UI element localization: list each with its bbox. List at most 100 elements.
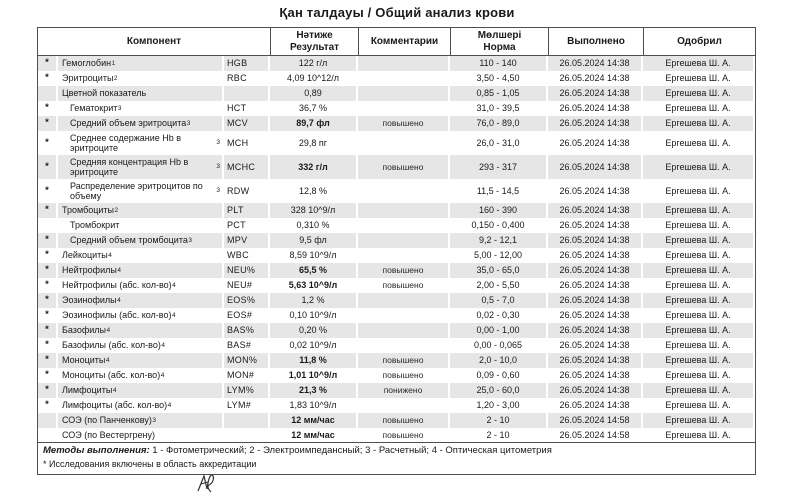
accreditation-note: * Исследования включены в область аккред… [43,459,257,469]
norm-range: 0,09 - 0,60 [450,368,546,383]
executed-datetime: 26.05.2024 14:38 [548,383,641,398]
component-name: Распределение эритроцитов по объему 3 [58,179,222,203]
accreditation-star [38,218,56,233]
header-result-line1: Нәтиже [296,30,333,41]
component-name: Нейтрофилы (абс. кол-во) 4 [58,278,222,293]
result-value: 0,310 % [270,218,356,233]
table-row: * Нейтрофилы (абс. кол-во) 4 NEU# 5,63 10… [38,278,755,293]
methods-line: Методы выполнения: 1 - Фотометрический; … [43,445,750,457]
executed-datetime: 26.05.2024 14:38 [548,338,641,353]
norm-range: 2,00 - 5,50 [450,278,546,293]
methods-label: Методы выполнения: [43,445,150,456]
result-value: 0,89 [270,86,356,101]
header-result-line2: Результат [289,41,340,53]
table-row: * Тромбоциты 2 PLT 328 10^9/л 160 - 390 2… [38,203,755,218]
component-name: Цветной показатель [58,86,222,101]
approved-by: Ергешева Ш. А. [643,398,753,413]
norm-range: 26,0 - 31,0 [450,131,546,155]
component-name: СОЭ (по Вестергрену) [58,428,222,443]
executed-datetime: 26.05.2024 14:38 [548,116,641,131]
accreditation-star [38,413,56,428]
approved-by: Ергешева Ш. А. [643,131,753,155]
executed-datetime: 26.05.2024 14:38 [548,278,641,293]
accreditation-star: * [38,233,56,248]
norm-range: 35,0 - 65,0 [450,263,546,278]
component-code: LYM% [224,383,268,398]
accreditation-star: * [38,398,56,413]
table-row: * Эозинофилы 4 EOS% 1,2 % 0,5 - 7,0 26.05… [38,293,755,308]
result-value: 65,5 % [270,263,356,278]
comment-value [358,56,448,71]
component-name: Средний объем тромбоцита 3 [58,233,222,248]
comment-value [358,203,448,218]
result-value: 12 мм/час [270,413,356,428]
methods-footnote: Методы выполнения: 1 - Фотометрический; … [37,442,756,475]
component-name: Эритроциты 2 [58,71,222,86]
comment-value [358,179,448,203]
norm-range: 76,0 - 89,0 [450,116,546,131]
executed-datetime: 26.05.2024 14:38 [548,56,641,71]
approved-by: Ергешева Ш. А. [643,233,753,248]
result-value: 29,8 пг [270,131,356,155]
component-code: MCHC [224,155,268,179]
approved-by: Ергешева Ш. А. [643,338,753,353]
executed-datetime: 26.05.2024 14:38 [548,368,641,383]
component-name: Нейтрофилы 4 [58,263,222,278]
table-row: * Средний объем эритроцита 3 MCV 89,7 фл … [38,116,755,131]
comment-value [358,101,448,116]
component-name: Лимфоциты (абс. кол-во) 4 [58,398,222,413]
executed-datetime: 26.05.2024 14:38 [548,248,641,263]
comment-value [358,233,448,248]
comment-value [358,398,448,413]
comment-value: повышено [358,116,448,131]
accreditation-star: * [38,155,56,179]
accreditation-star: * [38,293,56,308]
header-component: Компонент [38,28,271,55]
norm-range: 2 - 10 [450,413,546,428]
component-name: СОЭ (по Панченкову) 3 [58,413,222,428]
executed-datetime: 26.05.2024 14:38 [548,86,641,101]
result-value: 332 г/л [270,155,356,179]
approved-by: Ергешева Ш. А. [643,293,753,308]
component-code: NEU% [224,263,268,278]
result-value: 1,83 10^9/л [270,398,356,413]
comment-value [358,86,448,101]
norm-range: 0,00 - 0,065 [450,338,546,353]
comment-value [358,338,448,353]
component-code: LYM# [224,398,268,413]
result-value: 1,2 % [270,293,356,308]
component-code: PCT [224,218,268,233]
component-name: Средний объем эритроцита 3 [58,116,222,131]
approved-by: Ергешева Ш. А. [643,428,753,443]
norm-range: 9,2 - 12,1 [450,233,546,248]
component-code: WBC [224,248,268,263]
component-code: RDW [224,179,268,203]
component-name: Эозинофилы 4 [58,293,222,308]
approved-by: Ергешева Ш. А. [643,263,753,278]
norm-range: 3,50 - 4,50 [450,71,546,86]
table-row: * Распределение эритроцитов по объему 3 R… [38,179,755,203]
methods-text: 1 - Фотометрический; 2 - Электроимпеданс… [149,445,552,456]
header-executed: Выполнено [549,28,644,55]
accreditation-star [38,86,56,101]
approved-by: Ергешева Ш. А. [643,353,753,368]
norm-range: 5,00 - 12,00 [450,248,546,263]
comment-value: повышено [358,353,448,368]
table-row: * Гематокрит 3 HCT 36,7 % 31,0 - 39,5 26.… [38,101,755,116]
executed-datetime: 26.05.2024 14:38 [548,233,641,248]
approved-by: Ергешева Ш. А. [643,179,753,203]
norm-range: 0,00 - 1,00 [450,323,546,338]
accreditation-star: * [38,56,56,71]
approved-by: Ергешева Ш. А. [643,71,753,86]
norm-range: 25,0 - 60,0 [450,383,546,398]
result-value: 122 г/л [270,56,356,71]
executed-datetime: 26.05.2024 14:38 [548,101,641,116]
result-value: 12,8 % [270,179,356,203]
result-value: 5,63 10^9/л [270,278,356,293]
component-name: Лимфоциты 4 [58,383,222,398]
accreditation-star: * [38,71,56,86]
norm-range: 0,5 - 7,0 [450,293,546,308]
comment-value: повышено [358,263,448,278]
norm-range: 160 - 390 [450,203,546,218]
table-row: * Эритроциты 2 RBC 4,09 10^12/л 3,50 - 4,… [38,71,755,86]
